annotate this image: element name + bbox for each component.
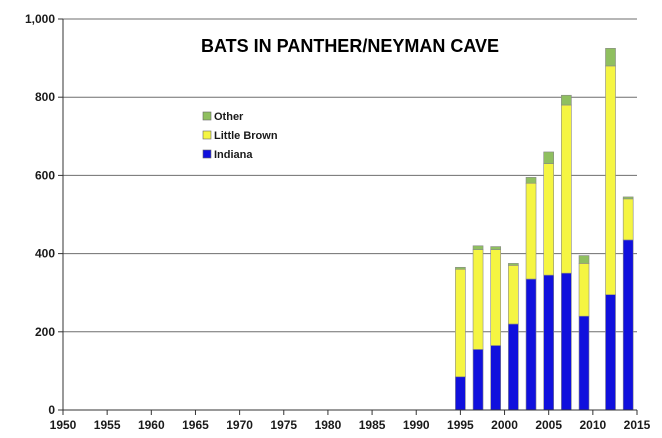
- x-tick-label: 1995: [447, 418, 474, 432]
- x-tick-label: 1985: [359, 418, 386, 432]
- x-tick-label: 1955: [94, 418, 121, 432]
- y-tick-label: 1,000: [25, 12, 55, 26]
- x-tick-label: 1980: [315, 418, 342, 432]
- bar-segment-other: [622, 196, 634, 200]
- legend-label: Indiana: [214, 149, 253, 161]
- bar-segment-other: [605, 48, 616, 67]
- bar-segment-little-brown: [561, 104, 572, 274]
- y-tick-label: 200: [35, 325, 55, 339]
- y-tick-label: 400: [35, 247, 55, 261]
- axes: 0 200 400 600 800 1,000 1950 1955 1960 1965 1970 19…: [25, 12, 651, 432]
- bar-segment-other: [455, 266, 466, 270]
- bar-segment-little-brown: [490, 249, 502, 346]
- bar-segment-indiana: [455, 376, 466, 411]
- bar-segment-indiana: [490, 345, 502, 411]
- bar-segment-indiana: [543, 274, 554, 411]
- bar-segment-little-brown: [472, 249, 484, 350]
- bar-segment-little-brown: [622, 198, 634, 241]
- bar-segment-little-brown: [508, 265, 519, 325]
- x-tick-label: 2015: [624, 418, 651, 432]
- bar-segment-other: [490, 246, 502, 250]
- y-tick-label: 0: [48, 403, 55, 417]
- gridlines: [63, 18, 637, 333]
- bar-segment-other: [508, 263, 519, 266]
- x-tick-label: 1950: [50, 418, 77, 432]
- y-tick-label: 800: [35, 90, 55, 104]
- bar-segment-indiana: [561, 272, 572, 411]
- x-tick-label: 2010: [579, 418, 606, 432]
- bar-segment-indiana: [605, 294, 616, 411]
- bar-segment-indiana: [622, 239, 634, 411]
- x-tick-label: 1965: [182, 418, 209, 432]
- x-tick-label: 1960: [138, 418, 165, 432]
- legend-label: Other: [214, 111, 244, 123]
- chart-title: BATS IN PANTHER/NEYMAN CAVE: [201, 36, 499, 56]
- bar-segment-little-brown: [543, 163, 554, 276]
- x-tick-label: 1975: [270, 418, 297, 432]
- legend-swatch: [202, 130, 212, 140]
- bar-segment-little-brown: [605, 65, 616, 295]
- x-tick-label: 1990: [403, 418, 430, 432]
- legend-swatch: [202, 149, 212, 159]
- y-tick-label: 600: [35, 168, 55, 182]
- bars: [455, 48, 634, 411]
- bar-segment-little-brown: [455, 268, 466, 378]
- legend-label: Little Brown: [214, 130, 278, 142]
- x-tick-label: 1970: [226, 418, 253, 432]
- bar-segment-little-brown: [578, 263, 590, 317]
- x-tick-label: 2005: [535, 418, 562, 432]
- x-tick-label: 2000: [491, 418, 518, 432]
- bar-segment-indiana: [508, 323, 519, 411]
- bar-segment-other: [525, 177, 537, 184]
- bar-segment-other: [472, 245, 484, 250]
- bar-segment-little-brown: [525, 182, 537, 280]
- bar-segment-other: [561, 94, 572, 106]
- bar-segment-indiana: [472, 349, 484, 411]
- bar-segment-other: [578, 255, 590, 264]
- bar-segment-indiana: [578, 315, 590, 411]
- legend-swatch: [202, 111, 212, 121]
- bar-segment-indiana: [525, 278, 537, 411]
- legend-box: [196, 105, 290, 171]
- bar-segment-other: [543, 151, 554, 164]
- legend: Other Little Brown Indiana: [196, 105, 290, 171]
